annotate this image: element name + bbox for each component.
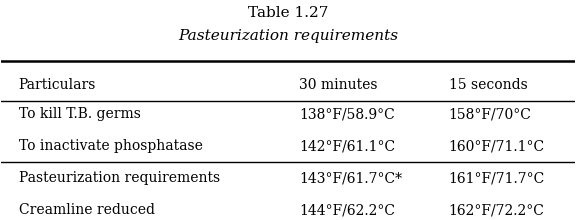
Text: To kill T.B. germs: To kill T.B. germs bbox=[18, 107, 141, 121]
Text: 160°F/71.1°C: 160°F/71.1°C bbox=[449, 139, 545, 153]
Text: Pasteurization requirements: Pasteurization requirements bbox=[178, 29, 398, 43]
Text: 144°F/62.2°C: 144°F/62.2°C bbox=[300, 204, 396, 217]
Text: 143°F/61.7°C*: 143°F/61.7°C* bbox=[300, 171, 403, 185]
Text: Creamline reduced: Creamline reduced bbox=[18, 204, 154, 217]
Text: 161°F/71.7°C: 161°F/71.7°C bbox=[449, 171, 545, 185]
Text: 30 minutes: 30 minutes bbox=[300, 78, 378, 92]
Text: Table 1.27: Table 1.27 bbox=[248, 6, 328, 20]
Text: Particulars: Particulars bbox=[18, 78, 96, 92]
Text: 142°F/61.1°C: 142°F/61.1°C bbox=[300, 139, 396, 153]
Text: 158°F/70°C: 158°F/70°C bbox=[449, 107, 532, 121]
Text: 162°F/72.2°C: 162°F/72.2°C bbox=[449, 204, 544, 217]
Text: Pasteurization requirements: Pasteurization requirements bbox=[18, 171, 219, 185]
Text: 138°F/58.9°C: 138°F/58.9°C bbox=[300, 107, 395, 121]
Text: 15 seconds: 15 seconds bbox=[449, 78, 527, 92]
Text: To inactivate phosphatase: To inactivate phosphatase bbox=[18, 139, 202, 153]
